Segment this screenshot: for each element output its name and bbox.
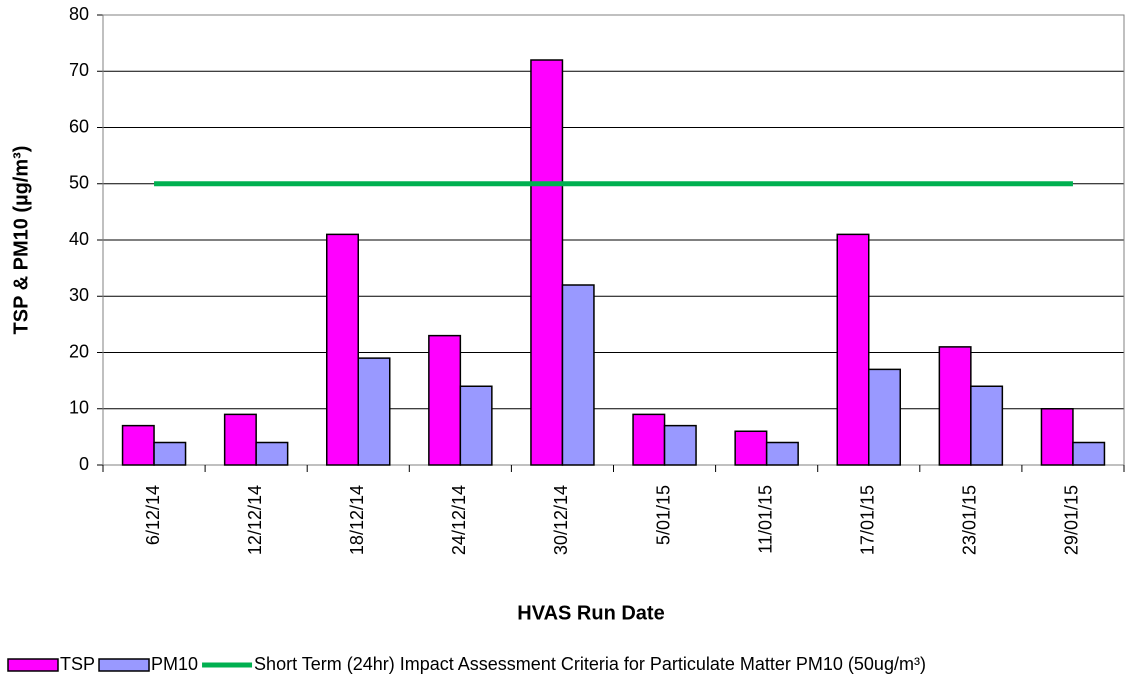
y-tick-label: 80 bbox=[69, 4, 89, 24]
y-tick-label: 50 bbox=[69, 173, 89, 193]
y-axis-title: TSP & PM10 (µg/m³) bbox=[10, 146, 32, 335]
bar bbox=[663, 424, 697, 466]
bar bbox=[459, 385, 493, 466]
bar bbox=[970, 385, 1004, 466]
y-tick-label: 60 bbox=[69, 116, 89, 136]
y-tick-label: 70 bbox=[69, 60, 89, 80]
x-tick-label: 11/01/15 bbox=[755, 485, 775, 554]
y-tick-label: 20 bbox=[69, 341, 89, 361]
bar bbox=[1040, 408, 1074, 466]
legend-swatch bbox=[7, 658, 59, 672]
x-tick-label: 24/12/14 bbox=[449, 485, 469, 555]
bar bbox=[326, 233, 359, 466]
y-tick-label: 0 bbox=[79, 454, 89, 474]
legend-label: PM10 bbox=[151, 654, 198, 674]
y-tick-label: 30 bbox=[69, 285, 89, 305]
bar bbox=[121, 424, 155, 466]
legend-label: TSP bbox=[60, 654, 95, 674]
bar bbox=[1072, 441, 1106, 466]
bar bbox=[153, 441, 187, 466]
bar bbox=[428, 334, 462, 466]
bar bbox=[357, 357, 391, 466]
y-tick-label: 10 bbox=[69, 398, 89, 418]
bar bbox=[255, 441, 289, 466]
bar bbox=[868, 368, 901, 466]
bar bbox=[561, 284, 595, 466]
y-tick-label: 40 bbox=[69, 229, 89, 249]
legend-swatch bbox=[98, 658, 150, 672]
bar bbox=[632, 413, 666, 466]
bar bbox=[530, 59, 564, 466]
x-axis-title: HVAS Run Date bbox=[517, 602, 664, 624]
x-tick-label: 18/12/14 bbox=[347, 485, 367, 555]
bar bbox=[734, 430, 768, 466]
bar bbox=[765, 441, 799, 466]
bar bbox=[938, 346, 972, 466]
x-tick-label: 6/12/14 bbox=[143, 485, 163, 545]
x-tick-label: 12/12/14 bbox=[245, 485, 265, 555]
x-tick-label: 17/01/15 bbox=[858, 485, 878, 555]
x-tick-label: 29/01/15 bbox=[1062, 485, 1082, 555]
x-tick-label: 5/01/15 bbox=[653, 485, 673, 545]
x-tick-label: 23/01/15 bbox=[960, 485, 980, 555]
bar bbox=[223, 413, 257, 466]
x-tick-label: 30/12/14 bbox=[551, 485, 571, 555]
legend-label: Short Term (24hr) Impact Assessment Crit… bbox=[254, 654, 926, 674]
bar bbox=[836, 233, 870, 466]
